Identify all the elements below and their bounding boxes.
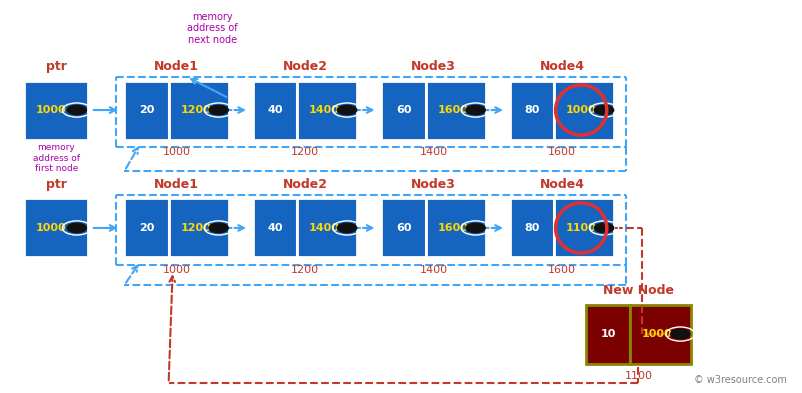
Text: Node3: Node3: [411, 60, 456, 73]
Text: 1400: 1400: [419, 265, 448, 275]
FancyBboxPatch shape: [425, 81, 485, 140]
Text: 1000: 1000: [163, 265, 190, 275]
FancyBboxPatch shape: [168, 198, 229, 257]
Text: Node4: Node4: [539, 60, 584, 73]
Circle shape: [593, 105, 613, 115]
Text: 1000: 1000: [36, 223, 67, 233]
FancyBboxPatch shape: [509, 81, 553, 140]
Text: Node2: Node2: [282, 178, 327, 191]
Text: memory
address of
first node: memory address of first node: [33, 143, 79, 173]
FancyBboxPatch shape: [509, 198, 553, 257]
Text: Node2: Node2: [282, 60, 327, 73]
FancyBboxPatch shape: [630, 305, 690, 364]
Circle shape: [465, 223, 484, 233]
Text: ptr: ptr: [46, 60, 67, 73]
Text: 1400: 1400: [309, 105, 339, 115]
FancyBboxPatch shape: [168, 81, 229, 140]
FancyBboxPatch shape: [253, 81, 297, 140]
Text: 10: 10: [600, 329, 615, 339]
FancyBboxPatch shape: [124, 81, 168, 140]
Text: 60: 60: [395, 105, 411, 115]
Text: 1000: 1000: [565, 105, 596, 115]
Text: 1000: 1000: [36, 105, 67, 115]
Text: 1400: 1400: [309, 223, 339, 233]
FancyBboxPatch shape: [297, 198, 357, 257]
Text: Node4: Node4: [539, 178, 584, 191]
Circle shape: [67, 223, 87, 233]
Text: 1200: 1200: [290, 147, 319, 157]
Text: 1100: 1100: [624, 371, 651, 381]
Circle shape: [337, 105, 356, 115]
FancyBboxPatch shape: [425, 198, 485, 257]
Text: 80: 80: [524, 223, 539, 233]
Text: 1600: 1600: [437, 105, 468, 115]
FancyBboxPatch shape: [381, 81, 425, 140]
Text: Node1: Node1: [154, 60, 199, 73]
Text: New Node: New Node: [602, 284, 673, 297]
Text: ptr: ptr: [46, 178, 67, 191]
FancyBboxPatch shape: [553, 198, 614, 257]
Circle shape: [209, 105, 228, 115]
FancyBboxPatch shape: [24, 81, 88, 140]
Circle shape: [337, 223, 356, 233]
Text: 1600: 1600: [548, 265, 575, 275]
Text: 20: 20: [139, 105, 154, 115]
Text: 1200: 1200: [180, 223, 211, 233]
Text: 1600: 1600: [437, 223, 468, 233]
Text: 1200: 1200: [180, 105, 211, 115]
FancyBboxPatch shape: [297, 81, 357, 140]
Circle shape: [465, 105, 484, 115]
FancyBboxPatch shape: [585, 305, 630, 364]
Text: © w3resource.com: © w3resource.com: [693, 375, 786, 385]
Text: 80: 80: [524, 105, 539, 115]
Text: 1600: 1600: [548, 147, 575, 157]
FancyBboxPatch shape: [553, 81, 614, 140]
Circle shape: [67, 105, 87, 115]
FancyBboxPatch shape: [253, 198, 297, 257]
Text: 1000: 1000: [163, 147, 190, 157]
FancyBboxPatch shape: [381, 198, 425, 257]
Text: 1000: 1000: [642, 329, 672, 339]
FancyBboxPatch shape: [24, 198, 88, 257]
Text: 60: 60: [395, 223, 411, 233]
FancyBboxPatch shape: [124, 198, 168, 257]
Circle shape: [670, 329, 689, 339]
Text: Node1: Node1: [154, 178, 199, 191]
Text: 40: 40: [267, 223, 282, 233]
Text: 20: 20: [139, 223, 154, 233]
Text: 1400: 1400: [419, 147, 448, 157]
Text: Node3: Node3: [411, 178, 456, 191]
Circle shape: [593, 223, 613, 233]
Text: 1100: 1100: [565, 223, 596, 233]
Circle shape: [209, 223, 228, 233]
Text: 1200: 1200: [290, 265, 319, 275]
Text: memory
address of
next node: memory address of next node: [187, 12, 238, 45]
Text: 40: 40: [267, 105, 282, 115]
